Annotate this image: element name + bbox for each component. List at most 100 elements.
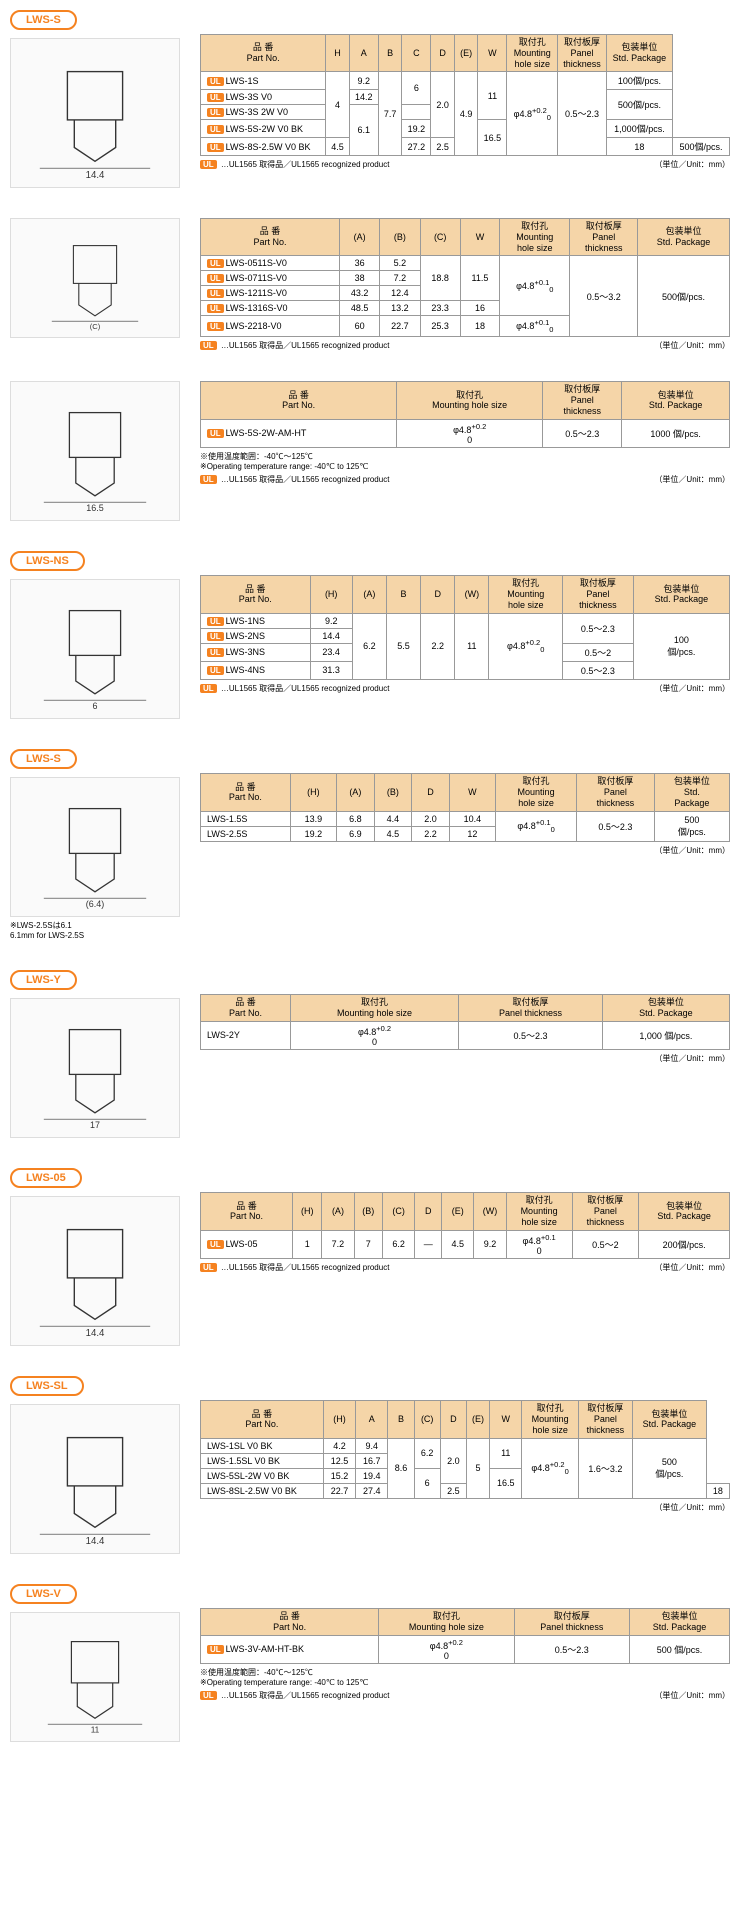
- ul-recognition-note: UL …UL1565 取得品／UL1565 recognized product…: [200, 1690, 730, 1701]
- diagram-column: LWS-NS6: [10, 551, 200, 719]
- ul-recognition-note: UL …UL1565 取得品／UL1565 recognized product…: [200, 474, 730, 485]
- table-header: (C): [420, 219, 460, 256]
- part-number-cell: ULLWS-8S-2.5W V0 BK: [201, 138, 326, 156]
- ul-badge: UL: [200, 684, 217, 693]
- table-header: (C): [383, 1193, 415, 1230]
- data-cell: 1000 個/pcs.: [622, 419, 730, 447]
- ul-badge: UL: [207, 143, 224, 152]
- data-cell: 6: [414, 1468, 440, 1498]
- table-header: (A): [322, 1193, 354, 1230]
- diagram-column: LWS-0514.4: [10, 1168, 200, 1346]
- table-header: 取付板厚Panel thickness: [514, 1609, 630, 1636]
- data-cell: 36: [339, 256, 379, 271]
- ul-badge: UL: [207, 108, 224, 117]
- table-column: 品 番Part No.(A)(B)(C)W取付孔Mountinghole siz…: [200, 218, 730, 351]
- part-number-cell: ULLWS-5S-2W V0 BK: [201, 120, 326, 138]
- part-number-cell: ULLWS-4NS: [201, 661, 311, 679]
- table-header: (B): [380, 219, 420, 256]
- data-cell: φ4.8+0.10: [500, 256, 570, 316]
- section-lws-y: LWS-Y17品 番Part No.取付孔Mounting hole size取…: [10, 970, 730, 1138]
- data-cell: 16.7: [356, 1453, 388, 1468]
- data-cell: 19.2: [290, 826, 336, 841]
- data-cell: 11: [478, 72, 507, 120]
- data-cell: 25.3: [420, 316, 460, 337]
- part-number-cell: ULLWS-5S-2W-AM-HT: [201, 419, 397, 447]
- data-cell: 19.4: [356, 1468, 388, 1483]
- section-label: LWS-V: [10, 1584, 77, 1604]
- table-header: 包装単位Std.Package: [654, 774, 729, 811]
- data-cell: 11.5: [460, 256, 499, 301]
- technical-diagram: 14.4: [10, 38, 180, 188]
- ul-badge: UL: [207, 429, 224, 438]
- svg-text:14.4: 14.4: [86, 1536, 105, 1547]
- data-cell: 9.2: [349, 72, 378, 90]
- diagram-column: LWS-V11: [10, 1584, 200, 1742]
- technical-diagram: 14.4: [10, 1404, 180, 1554]
- ul-badge: UL: [207, 322, 224, 331]
- data-cell: 500個/pcs.: [638, 256, 730, 337]
- data-cell: 7.2: [322, 1230, 354, 1258]
- table-column: 品 番Part No.取付孔Mounting hole size取付板厚Pane…: [200, 1584, 730, 1701]
- table-header: 品 番Part No.: [201, 219, 340, 256]
- data-cell: 12: [449, 826, 495, 841]
- ul-badge: UL: [207, 304, 224, 313]
- data-cell: 2.0: [440, 1438, 466, 1483]
- ul-recognition-note: UL …UL1565 取得品／UL1565 recognized product…: [200, 1262, 730, 1273]
- section-lws-05: LWS-0514.4品 番Part No.(H)(A)(B)(C)D(E)(W)…: [10, 1168, 730, 1346]
- data-cell: 500個/pcs.: [654, 811, 729, 841]
- table-header: (H): [290, 774, 336, 811]
- data-cell: 10.4: [449, 811, 495, 826]
- data-cell: 4.9: [454, 72, 478, 156]
- ul-badge: UL: [200, 1263, 217, 1272]
- part-number-cell: LWS-8SL-2.5W V0 BK: [201, 1483, 324, 1498]
- table-header: 取付孔Mountinghole size: [489, 576, 563, 613]
- table-header: 品 番Part No.: [201, 774, 291, 811]
- data-cell: 9.2: [474, 1230, 506, 1258]
- data-cell: 2.2: [412, 826, 450, 841]
- part-number-cell: ULLWS-0511S-V0: [201, 256, 340, 271]
- table-header: 包装単位Std. Package: [633, 1401, 707, 1438]
- part-number-cell: ULLWS-1S: [201, 72, 326, 90]
- data-cell: 100個/pcs.: [633, 613, 729, 679]
- data-cell: 1,000個/pcs.: [606, 120, 672, 138]
- ul-badge: UL: [200, 475, 217, 484]
- svg-text:17: 17: [90, 1120, 100, 1130]
- data-cell: 7.2: [380, 271, 420, 286]
- ul-badge: UL: [207, 617, 224, 626]
- data-cell: 9.4: [356, 1438, 388, 1453]
- data-cell: φ4.8+0.10: [500, 316, 570, 337]
- spec-table: 品 番Part No.(H)(A)(B)DW取付孔Mountinghole si…: [200, 773, 730, 841]
- table-header: B: [386, 576, 420, 613]
- spec-table: 品 番Part No.(A)(B)(C)W取付孔Mountinghole siz…: [200, 218, 730, 337]
- part-number-cell: ULLWS-1211S-V0: [201, 286, 340, 301]
- data-cell: 4: [326, 72, 350, 138]
- table-header: (A): [352, 576, 386, 613]
- data-cell: 13.9: [290, 811, 336, 826]
- table-header: 取付板厚Panelthickness: [578, 1401, 632, 1438]
- table-header: 品 番Part No.: [201, 576, 311, 613]
- table-column: 品 番Part No.(H)(A)BD(W)取付孔Mountinghole si…: [200, 551, 730, 693]
- data-cell: φ4.8+0.20: [379, 1635, 514, 1663]
- data-cell: 500個/pcs.: [633, 1438, 707, 1498]
- data-cell: φ4.8+0.10: [506, 1230, 572, 1258]
- ul-badge: UL: [207, 259, 224, 268]
- ul-badge: UL: [207, 289, 224, 298]
- part-number-cell: ULLWS-1316S-V0: [201, 301, 340, 316]
- data-cell: 31.3: [310, 661, 352, 679]
- part-number-cell: ULLWS-1NS: [201, 613, 311, 628]
- table-header: 取付板厚Panelthickness: [577, 774, 655, 811]
- table-header: (B): [374, 774, 412, 811]
- table-header: B: [388, 1401, 414, 1438]
- table-header: 取付板厚Panelthickness: [543, 382, 622, 419]
- part-number-cell: LWS-2Y: [201, 1021, 291, 1049]
- table-header: (W): [474, 1193, 506, 1230]
- diagram-note: ※LWS-2.5Sは6.16.1mm for LWS-2.5S: [10, 920, 200, 940]
- table-header: (A): [339, 219, 379, 256]
- ul-badge: UL: [207, 77, 224, 86]
- temperature-note: ※使用温度範囲：-40℃〜125℃※Operating temperature …: [200, 1667, 730, 1687]
- diagram-column: LWS-S14.4: [10, 10, 200, 188]
- table-header: 取付板厚Panel thickness: [459, 995, 603, 1022]
- data-cell: 4.5: [442, 1230, 474, 1258]
- section-lws-s3: 16.5品 番Part No.取付孔Mounting hole size取付板厚…: [10, 381, 730, 521]
- spec-table: 品 番Part No.(H)(A)BD(W)取付孔Mountinghole si…: [200, 575, 730, 679]
